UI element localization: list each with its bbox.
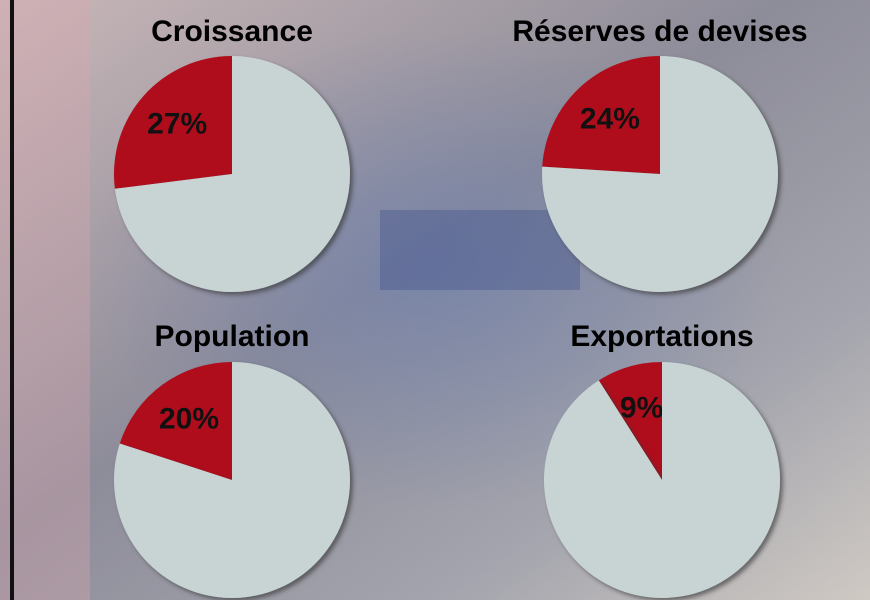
value-label: 27%: [147, 108, 207, 141]
pie-title: Réserves de devises: [512, 15, 807, 48]
left-border: [10, 0, 14, 600]
pie-title: Exportations: [570, 320, 753, 353]
pies: 27% Croissance 24% Réserves de devises 20% Po…: [113, 15, 808, 599]
background-neon: [0, 0, 90, 600]
value-label: 20%: [159, 403, 219, 436]
pie-title: Population: [155, 320, 310, 353]
pie-slice: [542, 56, 660, 174]
pie-slice: [113, 362, 350, 598]
pie-slice: [543, 362, 780, 599]
pie-slice: [114, 56, 232, 189]
pie-slice: [114, 56, 350, 292]
value-label: 9%: [620, 392, 663, 425]
background-sign: [380, 210, 580, 290]
value-label: 24%: [580, 103, 640, 136]
pie-title: Croissance: [151, 15, 313, 48]
pie-slice: [542, 56, 778, 292]
pie-slice: [119, 362, 232, 480]
pie-slice: [598, 362, 662, 480]
